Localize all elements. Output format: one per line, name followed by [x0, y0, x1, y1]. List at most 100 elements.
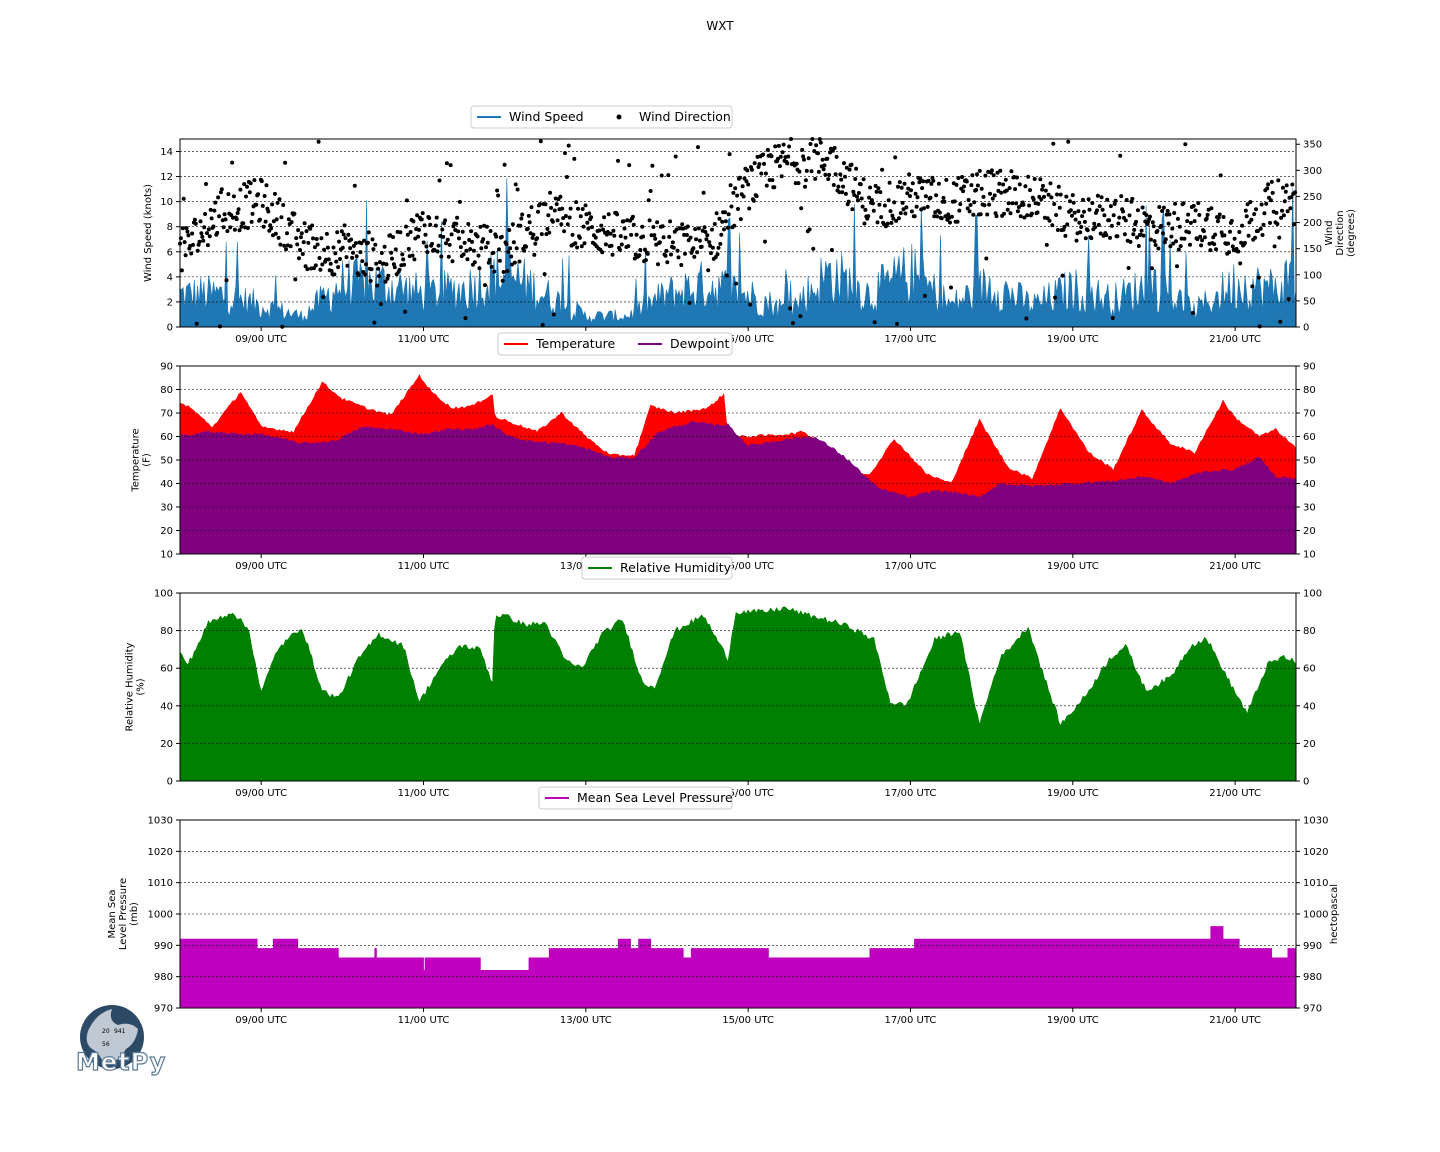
wind-direction-point [561, 216, 566, 221]
wind-direction-point [797, 169, 802, 174]
y-tick-label-right: 50 [1303, 296, 1316, 307]
wind-direction-point [1228, 229, 1232, 234]
wind-direction-point [314, 237, 319, 241]
wind-direction-point [1226, 241, 1231, 246]
wind-direction-point [1191, 203, 1196, 208]
wind-direction-point [247, 190, 252, 195]
wind-direction-point [1124, 198, 1129, 202]
wind-direction-point [1141, 233, 1146, 238]
wind-direction-point [645, 251, 650, 256]
pressure-area [179, 926, 1297, 1009]
wind-direction-point [375, 283, 380, 288]
wind-direction-point [580, 207, 585, 211]
wind-direction-point [707, 240, 712, 245]
wind-direction-point [661, 235, 666, 240]
y-tick-label: 90 [160, 362, 173, 373]
wind-direction-point [762, 161, 766, 166]
wind-direction-point [313, 263, 318, 268]
wind-direction-point [992, 193, 997, 198]
wind-direction-point [250, 211, 255, 216]
wind-direction-point [338, 257, 342, 261]
wind-direction-point [692, 254, 697, 259]
wind-direction-point [527, 220, 532, 225]
wind-direction-point [978, 212, 983, 217]
wind-direction-point [554, 202, 559, 207]
wind-direction-point [814, 143, 819, 148]
wind-direction-point [1113, 198, 1118, 203]
wind-direction-point [349, 237, 354, 242]
legend-label: Wind Direction [639, 109, 731, 124]
wind-direction-point [1102, 213, 1107, 218]
wind-direction-point [732, 223, 737, 228]
wind-direction-point [1095, 193, 1100, 198]
wind-direction-point [903, 211, 908, 216]
wind-direction-point [353, 241, 358, 246]
wind-direction-point [1183, 142, 1188, 147]
wind-direction-point [908, 194, 912, 199]
wind-direction-point [579, 244, 584, 249]
wind-direction-point [671, 245, 676, 250]
y-tick-label-right: 300 [1303, 166, 1322, 177]
wind-direction-point [1237, 230, 1242, 234]
wind-direction-point [319, 236, 324, 241]
wind-direction-point [278, 242, 283, 247]
wind-direction-point [368, 278, 373, 283]
wind-direction-point [1277, 235, 1282, 240]
wind-direction-point [321, 295, 326, 299]
wind-direction-point [1009, 169, 1014, 174]
plot-frame [179, 138, 1297, 328]
wind-direction-point [269, 226, 274, 231]
wind-direction-point [423, 232, 428, 237]
wind-direction-point [982, 203, 987, 208]
wind-direction-point [803, 178, 808, 183]
wind-direction-point [1174, 239, 1178, 244]
wind-direction-point [466, 222, 471, 226]
y-tick-label: 990 [154, 941, 173, 952]
wind-direction-point [1022, 215, 1027, 220]
wind-direction-point [1261, 222, 1266, 227]
wind-direction-point [872, 320, 877, 325]
y-axis-label: Wind Speed (knots) [143, 184, 154, 282]
wind-direction-point [511, 240, 516, 245]
wind-direction-point [296, 228, 301, 233]
wind-direction-point [298, 235, 303, 240]
wind-direction-point [457, 199, 462, 204]
y-tick-label: 20 [160, 739, 173, 750]
wind-direction-point [298, 248, 302, 252]
wind-direction-point [324, 231, 329, 236]
wind-direction-point [484, 245, 488, 250]
wind-direction-point [1066, 139, 1071, 144]
y-tick-label: 80 [160, 626, 173, 637]
wind-direction-point [606, 212, 611, 217]
wind-direction-point [1068, 199, 1072, 204]
wind-direction-point [703, 229, 708, 234]
wind-direction-point [572, 156, 577, 161]
wind-direction-point [837, 190, 842, 195]
wind-direction-point [990, 196, 995, 201]
wind-direction-point [1286, 297, 1291, 301]
wind-direction-point [790, 321, 795, 326]
wind-direction-point [1181, 201, 1186, 206]
wind-direction-point [597, 228, 602, 233]
y-axis-label: Level Pressure [118, 878, 129, 950]
wind-direction-point [1116, 221, 1121, 226]
wind-direction-point [217, 214, 222, 219]
wind-direction-point [1280, 208, 1284, 213]
wind-direction-point [369, 267, 374, 272]
wind-direction-point [393, 247, 398, 252]
wind-direction-point [896, 184, 900, 189]
wind-direction-point [695, 250, 700, 255]
wind-direction-point [1216, 215, 1221, 220]
wind-direction-point [807, 227, 812, 232]
wind-direction-point [1017, 182, 1022, 187]
wind-direction-point [832, 146, 837, 150]
relative-humidity-panel: 0 20 40 60 80 100 0 20 40 60 80 100 09/00 UTC 11/00 U… [125, 556, 1322, 799]
wind-direction-point [715, 252, 720, 257]
wind-direction-point [513, 182, 518, 187]
wind-direction-point [456, 229, 461, 234]
wind-direction-point [1136, 244, 1141, 248]
wind-direction-point [1135, 208, 1140, 213]
wind-direction-point [1122, 232, 1127, 237]
wind-direction-point [408, 230, 413, 234]
